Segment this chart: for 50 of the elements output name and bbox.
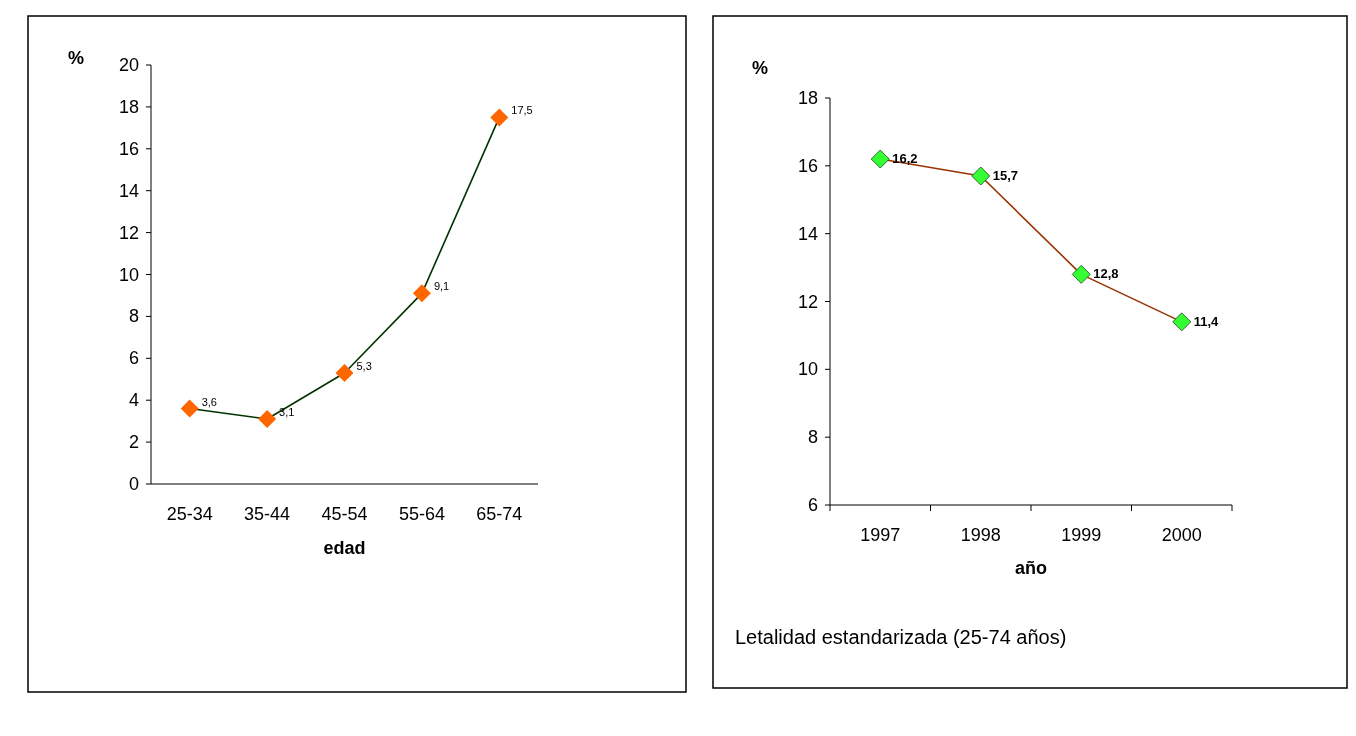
data-label: 9,1 [433,280,450,293]
point [180,399,199,418]
x-tick-label: 35-44 [244,504,291,524]
point [1071,264,1091,284]
y-tick-label: 14 [797,223,818,244]
point [258,410,277,429]
y-tick-label: 10 [118,264,139,285]
x-tick-label: 65-74 [476,504,523,524]
point [870,149,890,169]
x-tick-label: 1998 [960,525,1001,545]
y-axis-title: % [67,48,85,68]
y-tick-label: 20 [118,55,139,75]
point [971,166,991,186]
y-tick-label: 18 [797,88,818,108]
y-tick-label: 18 [118,96,139,117]
y-tick-label: 0 [128,474,139,494]
y-tick-label: 12 [118,222,139,243]
x-tick-label: 45-54 [321,504,368,524]
y-tick-label: 14 [118,180,139,201]
y-tick-label: 8 [128,306,139,327]
point [1172,312,1192,332]
point [412,284,431,303]
y-axis-title: % [751,58,769,78]
data-label: 15,7 [992,168,1019,184]
y-tick-label: 16 [118,138,139,159]
y-tick-label: 6 [807,495,818,515]
x-tick-label: 1997 [860,525,901,545]
data-label: 17,5 [511,104,533,117]
point [490,108,509,127]
data-label: 3,1 [279,406,295,419]
x-tick-label: 2000 [1161,525,1202,545]
x-tick-label: 25-34 [166,504,213,524]
y-tick-label: 12 [797,291,818,312]
x-axis-title: año [1014,558,1048,578]
y-tick-label: 2 [128,432,139,453]
data-label: 5,3 [356,359,372,372]
x-axis-title: edad [323,538,366,558]
data-label: 11,4 [1193,313,1220,329]
data-label: 3,6 [201,395,217,408]
data-label: 12,8 [1093,266,1119,282]
x-tick-label: 1999 [1061,525,1102,545]
x-tick-label: 55-64 [398,504,445,524]
y-tick-label: 4 [128,390,139,411]
y-tick-label: 6 [128,348,139,369]
point [335,363,354,382]
y-tick-label: 16 [797,155,818,176]
text: Letalidad estandarizada (25-74 años) [735,626,1067,648]
data-label: 16,2 [892,151,918,167]
y-tick-label: 10 [797,359,818,380]
y-tick-label: 8 [807,427,818,448]
